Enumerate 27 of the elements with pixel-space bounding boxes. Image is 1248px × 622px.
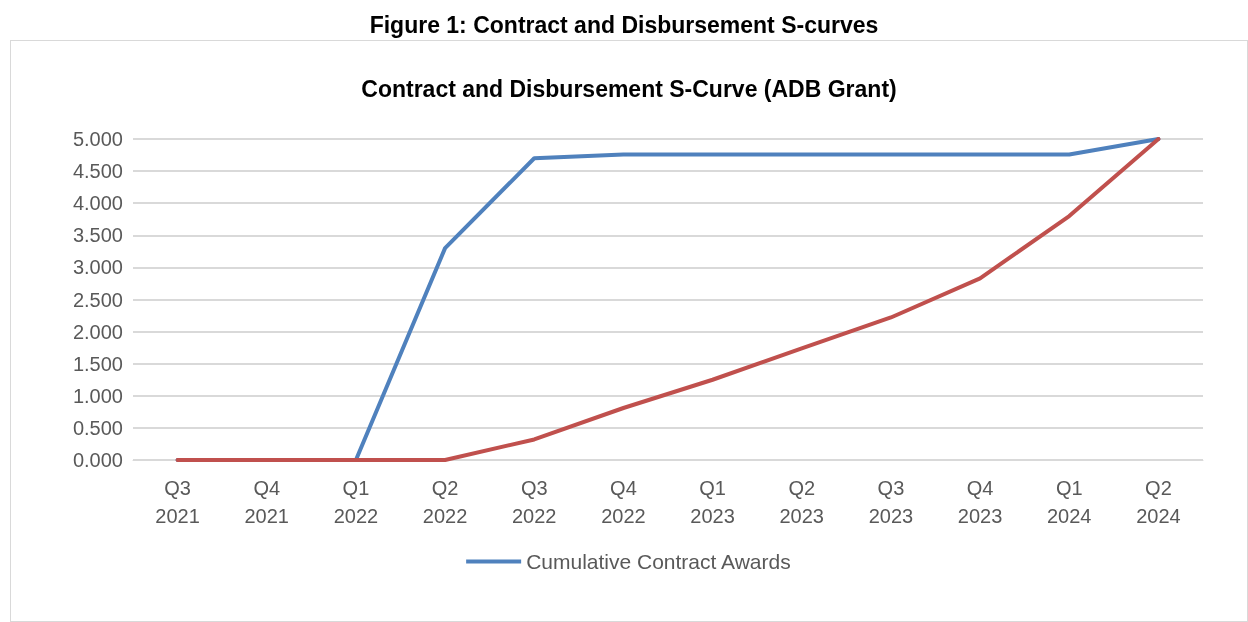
- x-tick-label: Q3 2021: [155, 477, 200, 527]
- y-tick-label: 5.000: [72, 128, 123, 150]
- x-tick-label: Q4 2021: [244, 477, 289, 527]
- legend-label: Cumulative Contract Awards: [526, 550, 791, 573]
- x-tick-label: Q3 2022: [512, 477, 557, 527]
- x-tick-label: Q2 2024: [1136, 477, 1181, 527]
- x-tick-label: Q3 2023: [868, 477, 914, 527]
- x-tick-label: Q1 2024: [1047, 477, 1092, 527]
- y-tick-label: 4.000: [72, 192, 123, 215]
- x-tick-label: Q4 2023: [957, 477, 1003, 527]
- y-tick-label: 4.500: [72, 160, 123, 183]
- chart-title: Figure 1: Contract and Disbursement S-curves: [368, 12, 880, 39]
- y-tick-label: 3.500: [72, 224, 123, 247]
- x-tick-label: Q2 2023: [779, 477, 824, 527]
- y-tick-label: 0.000: [72, 449, 123, 471]
- x-tick-label: Q4 2022: [601, 477, 646, 527]
- x-tick-label: Q1 2023: [690, 477, 735, 527]
- y-tick-label: 2.000: [72, 320, 123, 343]
- y-tick-label: 3.000: [72, 256, 123, 279]
- x-tick-label: Q1 2022: [333, 477, 379, 527]
- x-tick-label: Q2 2022: [422, 477, 468, 527]
- line-series: [175, 137, 1161, 462]
- y-tick-label: 2.500: [72, 288, 123, 311]
- chart-subtitle: Contract and Disbursement S-Curve (ADB Grant): [361, 75, 897, 102]
- y-tick-label: 1.000: [72, 384, 123, 407]
- y-tick-label: 1.500: [72, 352, 123, 375]
- y-tick-label: 0.500: [72, 416, 123, 439]
